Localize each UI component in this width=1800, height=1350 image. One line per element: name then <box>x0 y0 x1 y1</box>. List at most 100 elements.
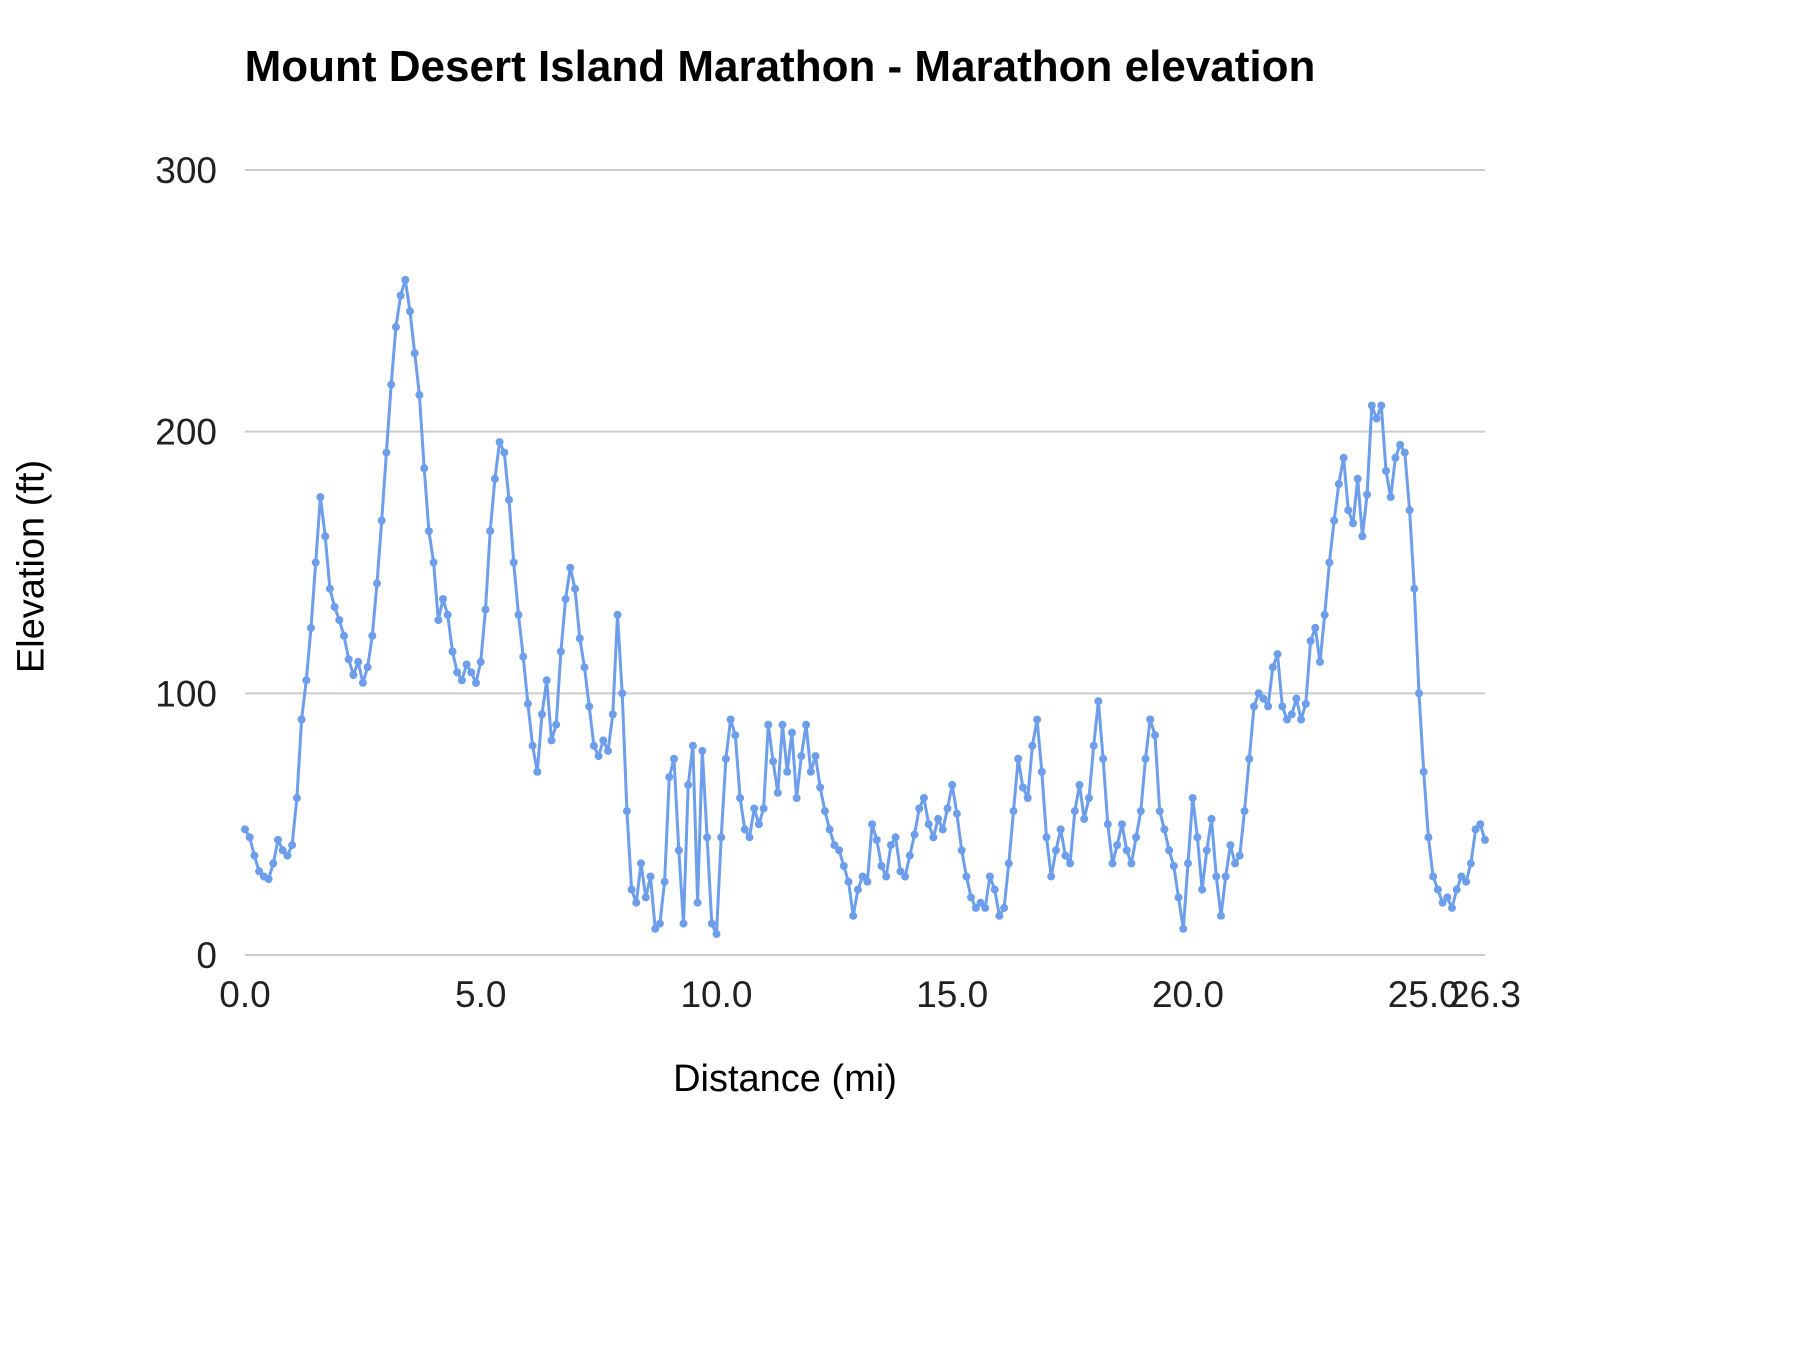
data-point <box>1349 519 1357 528</box>
data-point <box>1297 715 1306 724</box>
data-point <box>886 841 895 850</box>
data-point <box>835 846 844 855</box>
data-point <box>717 833 726 842</box>
data-point <box>1174 893 1183 902</box>
data-point <box>401 275 410 284</box>
data-point <box>1000 903 1009 912</box>
data-point <box>981 903 990 912</box>
data-point <box>1221 872 1230 881</box>
y-tick-label-0: 0 <box>196 935 217 976</box>
data-point <box>1113 841 1122 850</box>
data-point <box>358 678 367 687</box>
data-point <box>604 746 612 755</box>
data-point <box>377 516 386 525</box>
data-point <box>429 558 438 567</box>
data-point <box>269 859 278 868</box>
data-point <box>660 877 669 886</box>
data-point <box>1400 448 1409 457</box>
data-point <box>406 307 414 316</box>
data-point <box>599 736 608 745</box>
data-point <box>646 872 655 881</box>
data-point <box>509 558 518 567</box>
data-point <box>1132 833 1141 842</box>
data-point <box>453 668 462 677</box>
data-point <box>472 678 480 687</box>
data-point <box>1188 794 1197 802</box>
data-point <box>985 872 994 881</box>
data-point <box>721 754 730 763</box>
data-point <box>1452 885 1461 894</box>
chart-title: Mount Desert Island Marathon - Marathon … <box>244 42 1316 91</box>
data-point <box>245 833 254 842</box>
data-point <box>1169 862 1178 870</box>
data-point <box>1325 558 1334 567</box>
data-point <box>688 741 697 750</box>
data-point <box>528 741 537 750</box>
data-point <box>976 898 985 907</box>
data-point <box>311 558 320 567</box>
data-point <box>910 830 919 839</box>
data-point <box>533 767 542 776</box>
data-point <box>802 720 811 729</box>
data-point <box>500 448 509 457</box>
data-point <box>1278 702 1287 711</box>
x-tick-label-10.0: 10.0 <box>680 974 752 1015</box>
data-point <box>1179 924 1188 933</box>
data-point <box>901 872 910 881</box>
data-point <box>335 616 344 625</box>
data-point <box>1306 637 1315 645</box>
y-tick-label-300: 300 <box>155 150 217 191</box>
data-point <box>853 885 862 894</box>
data-point <box>1353 474 1362 483</box>
data-point <box>1004 859 1013 868</box>
data-point <box>905 851 914 860</box>
data-point <box>1118 820 1126 829</box>
data-point <box>505 495 513 504</box>
data-point <box>1245 754 1254 763</box>
data-point <box>387 380 396 389</box>
data-point <box>288 841 297 850</box>
data-point <box>637 859 645 868</box>
y-tick-label-100: 100 <box>155 673 217 714</box>
data-point <box>1339 453 1348 462</box>
data-point <box>816 783 825 792</box>
data-point <box>1127 859 1136 868</box>
data-point <box>519 652 528 661</box>
data-point <box>915 804 924 813</box>
data-point <box>1165 846 1174 855</box>
data-point <box>283 851 292 860</box>
data-point <box>877 862 886 870</box>
data-point <box>1047 872 1056 881</box>
data-point <box>882 872 891 881</box>
data-point <box>957 846 966 855</box>
data-point <box>1080 814 1089 823</box>
data-point <box>1009 807 1018 816</box>
data-point <box>745 833 754 842</box>
data-point <box>330 603 339 611</box>
data-point <box>740 825 749 834</box>
data-point <box>1334 480 1343 488</box>
data-point <box>1099 754 1108 763</box>
data-point <box>1066 859 1075 868</box>
data-point <box>764 720 773 729</box>
x-tick-label-15.0: 15.0 <box>916 974 988 1015</box>
data-point <box>1344 506 1353 515</box>
data-point <box>707 919 716 928</box>
data-point <box>443 610 452 619</box>
data-point <box>382 448 391 457</box>
data-point <box>1070 807 1079 816</box>
data-point <box>868 820 877 829</box>
data-point <box>778 720 787 729</box>
data-point <box>670 754 678 763</box>
data-point <box>1457 872 1466 881</box>
data-point <box>1283 715 1291 724</box>
data-point <box>971 903 980 912</box>
data-point <box>622 807 631 816</box>
data-point <box>1061 851 1070 860</box>
data-point <box>948 780 957 789</box>
data-point <box>373 579 381 588</box>
data-point <box>1382 466 1390 475</box>
data-point <box>1056 825 1065 834</box>
data-point <box>1268 663 1277 672</box>
data-point <box>264 875 273 884</box>
